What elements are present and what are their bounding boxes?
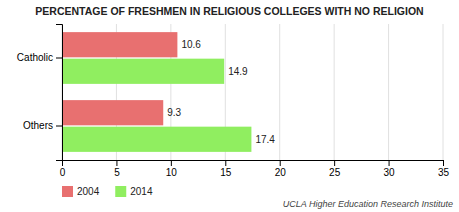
x-tick: 10 — [166, 160, 178, 178]
x-tick-mark — [280, 160, 281, 166]
x-tick-mark — [443, 160, 444, 166]
grid-line — [279, 24, 280, 160]
x-tick: 5 — [114, 160, 120, 178]
y-tick: Others — [23, 120, 62, 131]
bar — [62, 32, 177, 57]
x-tick: 20 — [275, 160, 287, 178]
grid-line — [334, 24, 335, 160]
x-tick: 35 — [438, 160, 450, 178]
legend: 2004 2014 — [62, 186, 153, 197]
bars — [62, 32, 251, 152]
x-tick-mark — [334, 160, 335, 166]
y-tick-label: Catholic — [17, 52, 53, 63]
data-label: 9.3 — [167, 107, 181, 118]
y-axis-line — [56, 25, 63, 161]
y-tick: Catholic — [17, 52, 62, 63]
x-tick-label: 10 — [166, 167, 178, 178]
chart-svg: PERCENTAGE OF FRESHMEN IN RELIGIOUS COLL… — [0, 0, 459, 212]
chart-title: PERCENTAGE OF FRESHMEN IN RELIGIOUS COLL… — [35, 5, 423, 17]
x-axis: 0 5 10 15 20 25 30 35 — [60, 160, 450, 178]
legend-label: 2014 — [130, 186, 153, 197]
x-tick-label: 25 — [329, 167, 341, 178]
data-label: 10.6 — [181, 39, 201, 50]
x-tick: 25 — [329, 160, 341, 178]
source-note: UCLA Higher Education Research Institute — [283, 199, 453, 209]
legend-item: 2014 — [115, 186, 153, 197]
y-tick-label: Others — [23, 120, 53, 131]
x-axis-line — [63, 161, 444, 167]
x-tick: 15 — [220, 160, 232, 178]
plot-area: 0 5 10 15 20 25 30 35 Catholic Others 9.3 10.6 17.4 1… — [17, 24, 450, 178]
legend-item: 2004 — [62, 186, 100, 197]
data-label: 14.9 — [228, 66, 248, 77]
x-tick-label: 20 — [275, 167, 287, 178]
legend-swatch — [62, 186, 73, 197]
grid-line — [388, 24, 389, 160]
bar — [62, 100, 163, 125]
grid — [62, 24, 443, 160]
y-tick-mark — [56, 58, 62, 59]
x-tick-label: 15 — [220, 167, 232, 178]
legend-label: 2004 — [77, 186, 100, 197]
y-axis: Catholic Others — [17, 25, 63, 161]
x-tick-label: 5 — [114, 167, 120, 178]
x-tick-label: 0 — [60, 167, 66, 178]
x-tick-mark — [116, 160, 117, 166]
bar — [62, 59, 224, 84]
x-tick: 30 — [384, 160, 396, 178]
x-tick-mark — [171, 160, 172, 166]
bar — [62, 127, 251, 152]
data-label: 17.4 — [255, 134, 275, 145]
x-tick-label: 35 — [438, 167, 450, 178]
x-tick-mark — [389, 160, 390, 166]
legend-swatch — [115, 186, 126, 197]
grid-line — [443, 24, 444, 160]
chart-container: PERCENTAGE OF FRESHMEN IN RELIGIOUS COLL… — [0, 0, 459, 212]
x-tick-label: 30 — [384, 167, 396, 178]
x-tick-mark — [225, 160, 226, 166]
x-tick: 0 — [60, 160, 66, 178]
y-tick-mark — [56, 126, 62, 127]
data-labels: 9.3 10.6 17.4 14.9 — [167, 39, 275, 145]
